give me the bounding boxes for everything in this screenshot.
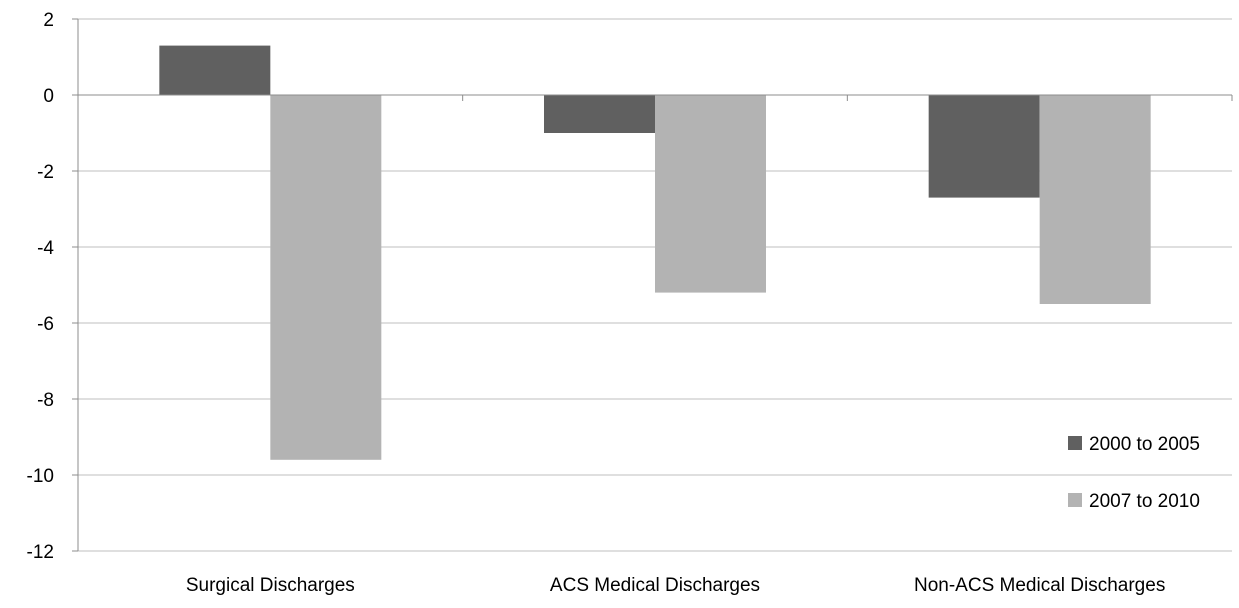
y-tick-label: -12: [27, 542, 54, 563]
bar-series-2: [655, 95, 766, 293]
legend: 2000 to 2005 2007 to 2010: [1068, 434, 1200, 512]
legend-swatch: [1068, 436, 1082, 450]
bar-series-2: [1039, 95, 1151, 304]
bar-series-2: [270, 95, 382, 460]
legend-label: 2000 to 2005: [1089, 434, 1200, 455]
y-axis-tick-labels: 2 0 -2 -4 -6 -8 -10 -12: [27, 10, 55, 563]
legend-label: 2007 to 2010: [1089, 491, 1200, 512]
x-category-label: Non-ACS Medical Discharges: [914, 575, 1165, 596]
y-tick-label: -4: [37, 238, 54, 259]
y-tick-label: -8: [37, 390, 54, 411]
y-tick-label: -2: [37, 162, 54, 183]
y-tick-label: -10: [27, 466, 54, 487]
x-axis-category-labels: Surgical Discharges ACS Medical Discharge…: [186, 575, 1165, 596]
bar-series-1: [928, 95, 1040, 198]
axes: [72, 18, 1233, 552]
y-tick-label: -6: [37, 314, 54, 335]
bars: [159, 45, 1151, 460]
bar-series-1: [159, 45, 271, 95]
y-tick-label: 2: [43, 10, 54, 31]
y-tick-label: 0: [43, 86, 54, 107]
x-category-label: ACS Medical Discharges: [550, 575, 760, 596]
legend-swatch: [1068, 493, 1082, 507]
bar-series-1: [544, 95, 655, 133]
x-category-label: Surgical Discharges: [186, 575, 355, 596]
